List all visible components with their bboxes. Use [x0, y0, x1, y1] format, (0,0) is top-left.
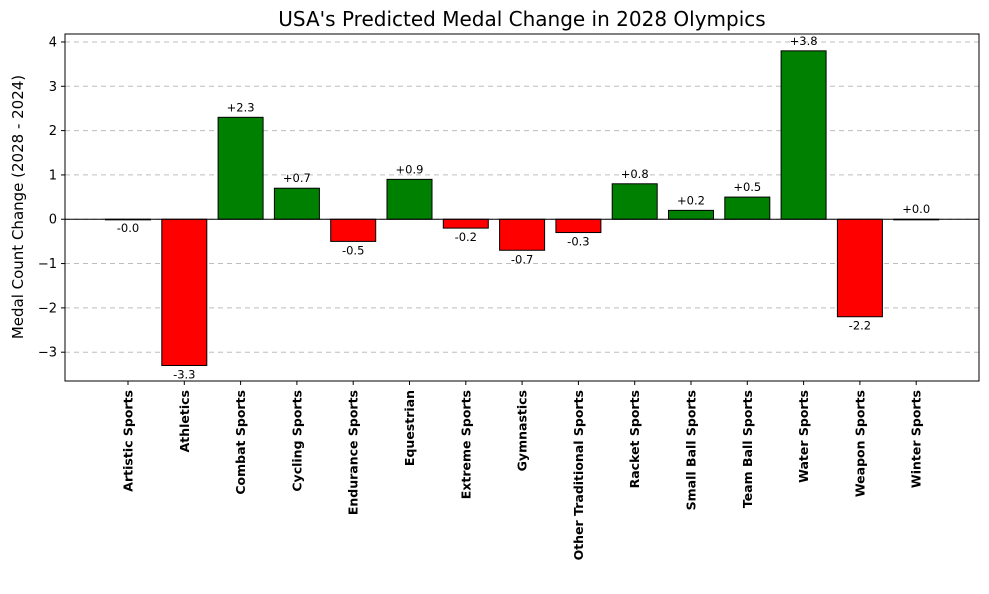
x-tick-label: Athletics	[177, 390, 192, 452]
bar	[217, 116, 264, 220]
x-tick-label: Racket Sports	[627, 390, 642, 488]
chart-title: USA's Predicted Medal Change in 2028 Oly…	[278, 7, 765, 31]
x-tick-label: Gymnastics	[515, 390, 530, 471]
bar	[499, 218, 546, 251]
axis-layer: −3 −2 −1 0 1 2 3 4 Artistic Sports Athletics Comba…	[38, 33, 980, 560]
bar	[273, 187, 320, 220]
data-label: +0.9	[396, 162, 424, 176]
bar	[386, 178, 433, 220]
data-label-layer: -0.0 -3.3 +2.3 +0.7 -0.5 +0.9 -0.2 -0.7 -0.3 +0.8…	[117, 34, 930, 382]
bar	[161, 218, 208, 366]
bar	[611, 183, 658, 220]
x-tick-label: Artistic Sports	[121, 390, 136, 492]
bar	[780, 50, 827, 220]
data-label: +3.8	[790, 34, 818, 48]
y-tick-label: −3	[38, 346, 57, 361]
data-label: +0.5	[733, 180, 761, 194]
data-label: -3.3	[173, 367, 195, 381]
y-tick-label: 3	[49, 80, 57, 95]
data-label: -0.2	[455, 230, 477, 244]
x-tick-label: Other Traditional Sports	[571, 390, 586, 560]
bar	[836, 218, 883, 318]
bar-layer	[105, 50, 940, 366]
bar	[330, 218, 377, 242]
y-axis-label: Medal Count Change (2028 - 2024)	[9, 75, 27, 339]
data-label: -0.3	[567, 235, 589, 249]
bar	[724, 196, 771, 220]
y-tick-label: 4	[49, 35, 57, 50]
data-label: +2.3	[227, 100, 255, 114]
y-tick-label: 1	[49, 168, 57, 183]
x-tick-label: Extreme Sports	[458, 390, 473, 499]
data-label: -0.0	[117, 221, 139, 235]
x-tick-label: Water Sports	[796, 390, 811, 483]
x-tick-label: Team Ball Sports	[740, 390, 755, 508]
y-tick-label: −2	[38, 301, 57, 316]
bar	[668, 209, 714, 220]
bar	[555, 218, 602, 234]
bar	[442, 218, 489, 229]
x-tick-label: Weapon Sports	[852, 390, 867, 497]
data-label: +0.2	[677, 193, 705, 207]
x-tick-label: Combat Sports	[233, 390, 248, 495]
x-tick-label: Cycling Sports	[289, 390, 304, 492]
data-label: -2.2	[849, 319, 871, 333]
x-tick-label: Endurance Sports	[346, 390, 361, 515]
data-label: +0.7	[283, 171, 311, 185]
x-tick-label: Winter Sports	[909, 390, 924, 488]
data-label: +0.8	[621, 167, 649, 181]
data-label: -0.7	[511, 252, 533, 266]
y-tick-label: 2	[49, 124, 57, 139]
x-tick-label: Small Ball Sports	[684, 390, 699, 510]
x-tick-label: Equestrian	[402, 390, 417, 466]
y-tick-label: −1	[38, 257, 57, 272]
data-label: -0.5	[342, 243, 364, 257]
data-label: +0.0	[902, 202, 930, 216]
y-tick-label: 0	[49, 213, 57, 228]
